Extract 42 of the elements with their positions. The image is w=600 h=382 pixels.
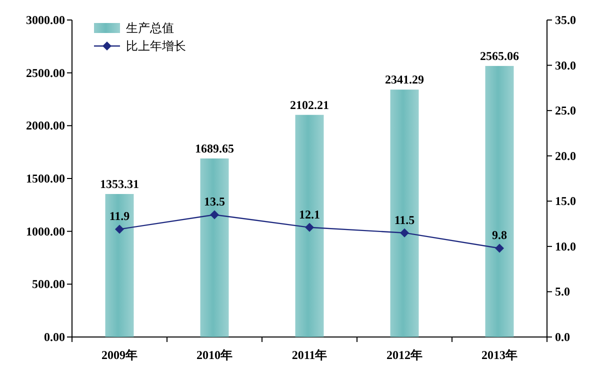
y2-tick-label: 35.0 <box>555 13 576 27</box>
bar <box>295 114 324 337</box>
data-label: 2341.29 <box>385 72 424 87</box>
x-tick-label: 2009年 <box>102 348 138 362</box>
data-label: 1353.31 <box>100 177 139 191</box>
point <box>305 222 314 232</box>
y-tick-label: 1500.00 <box>26 172 65 186</box>
data-label: 11.5 <box>394 212 415 227</box>
y-tick-label: 2000.00 <box>26 118 65 133</box>
x-tick-label: 2013年 <box>482 348 518 362</box>
y-tick-label: 3000.00 <box>26 13 65 27</box>
data-label: 9.8 <box>492 228 507 242</box>
y2-tick-label: 15.0 <box>555 194 576 208</box>
x-tick-label: 2010年 <box>196 348 232 362</box>
y-tick-label: 0.00 <box>44 330 65 344</box>
y-tick-label: 2500.00 <box>26 66 65 80</box>
legend-label: 生产总值 <box>126 21 174 35</box>
y2-tick-label: 0.0 <box>555 330 570 344</box>
data-label: 2102.21 <box>290 98 329 112</box>
point <box>495 244 504 253</box>
bar <box>390 90 419 337</box>
y-tick-label: 1000.00 <box>26 224 65 238</box>
x-tick-label: 2012年 <box>386 348 422 362</box>
y2-tick-label: 5.0 <box>555 284 570 299</box>
x-tick-label: 2011年 <box>292 348 328 362</box>
data-label: 1689.65 <box>195 141 234 156</box>
bar <box>200 158 229 337</box>
y2-tick-label: 10.0 <box>555 239 576 254</box>
y2-tick-label: 25.0 <box>555 104 576 118</box>
y2-tick-label: 20.0 <box>555 148 576 163</box>
bar <box>485 66 514 337</box>
y2-tick-label: 30.0 <box>555 58 576 72</box>
y-tick-label: 500.00 <box>32 277 65 292</box>
data-label: 12.1 <box>299 207 320 222</box>
data-label: 2565.06 <box>480 48 519 63</box>
data-label: 11.9 <box>109 209 130 224</box>
point <box>400 228 409 238</box>
data-label: 13.5 <box>204 194 225 209</box>
point <box>115 224 124 234</box>
point <box>210 210 219 220</box>
legend-label: 比上年增长 <box>126 39 186 53</box>
bar <box>105 194 134 337</box>
